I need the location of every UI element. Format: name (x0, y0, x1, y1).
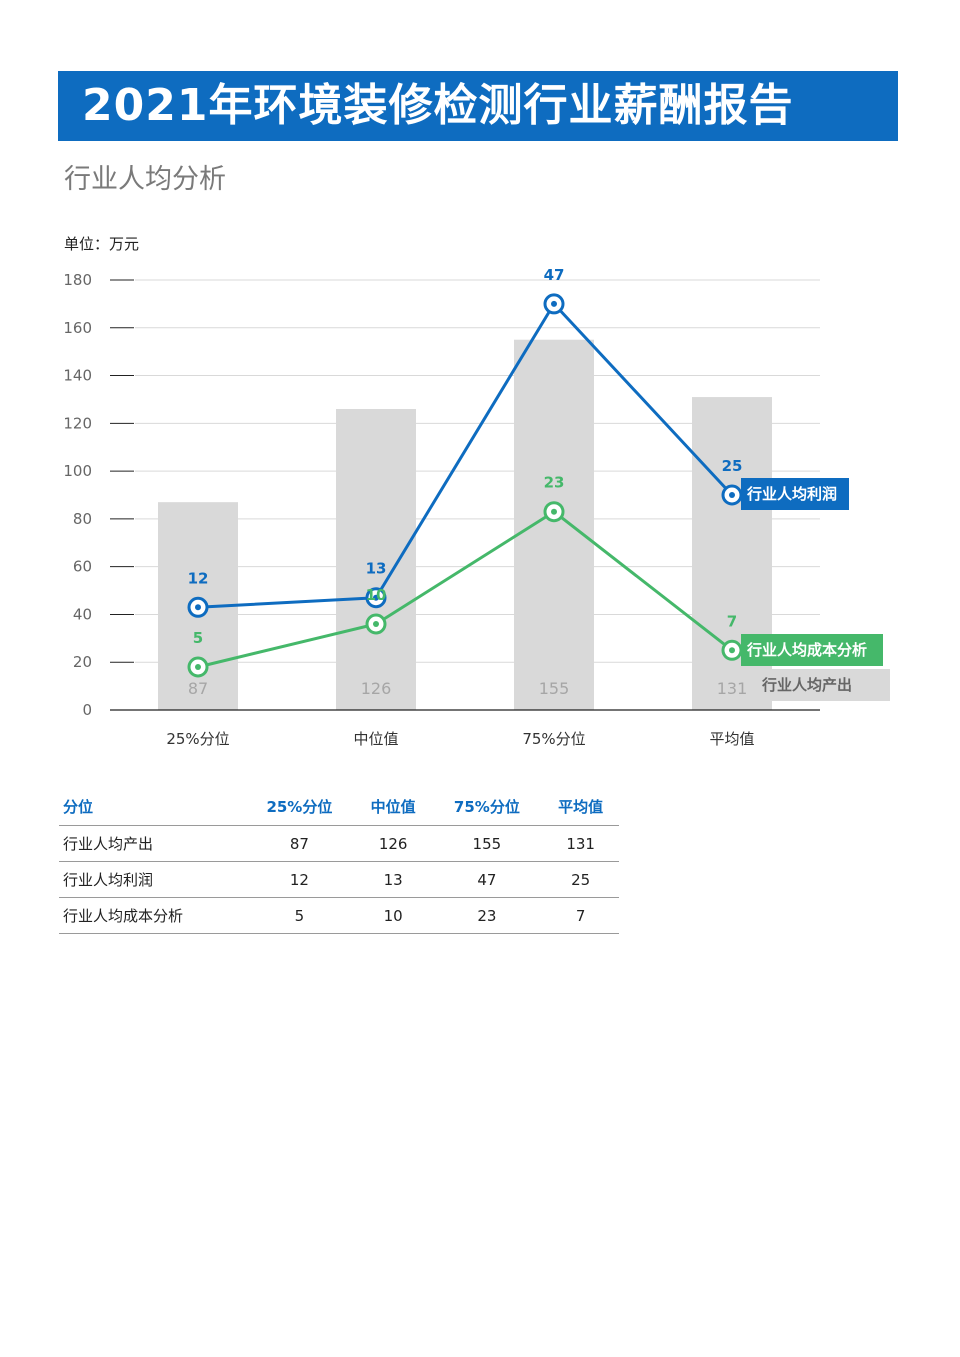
data-point-center (373, 594, 379, 601)
table-row: 行业人均利润 12 13 47 25 (59, 861, 619, 898)
legend-profit-bg (741, 478, 849, 510)
table-row-label: 行业人均产出 (59, 825, 244, 862)
table-cell: 25 (542, 861, 619, 898)
series-line (197, 510, 733, 669)
table-cell: 87 (244, 825, 355, 862)
table-cell: 7 (542, 897, 619, 934)
unit-label: 单位：万元 (64, 235, 140, 253)
x-tick-label: 25%分位 (166, 730, 229, 748)
title-banner: 2021年环境装修检测行业薪酬报告 (58, 71, 898, 141)
y-tick-label: 100 (63, 462, 92, 480)
table-cell: 5 (244, 897, 355, 934)
y-tick-label: 160 (63, 319, 92, 337)
table-cell: 10 (354, 897, 432, 934)
data-label: 25 (722, 457, 743, 475)
data-table: 分位 25%分位 中位值 75%分位 平均值 行业人均产出 87 126 155… (59, 787, 619, 934)
bar-value-label: 131 (717, 679, 748, 698)
bar-value-label: 155 (539, 679, 570, 698)
legend-profit: 行业人均利润 (746, 485, 837, 503)
y-tick-label: 120 (63, 414, 92, 432)
table-row-label: 行业人均成本分析 (59, 897, 244, 934)
table-row: 行业人均产出 87 126 155 131 (59, 825, 619, 862)
bar (336, 409, 416, 710)
x-tick-label: 平均值 (709, 730, 754, 748)
y-tick-label: 180 (63, 271, 92, 289)
bar (514, 339, 594, 710)
x-tick-label: 75%分位 (522, 730, 585, 748)
report-title: 2021年环境装修检测行业薪酬报告 (82, 80, 794, 131)
data-point-center (551, 300, 557, 307)
table-cell: 131 (542, 825, 619, 862)
data-label: 10 (366, 586, 387, 604)
table-row: 行业人均成本分析 5 10 23 7 (59, 897, 619, 934)
table-row-label: 行业人均利润 (59, 861, 244, 898)
data-point-center (195, 664, 201, 670)
data-point-center (373, 621, 379, 627)
legend-output: 行业人均产出 (761, 676, 852, 694)
data-point-center (729, 492, 735, 498)
table-header-row: 分位 25%分位 中位值 75%分位 平均值 (59, 787, 619, 826)
table-header-cell: 25%分位 (244, 787, 355, 826)
y-tick-label: 40 (73, 605, 92, 623)
bar-value-label: 87 (188, 679, 208, 698)
table-header-cell: 75%分位 (431, 787, 543, 826)
data-label: 23 (544, 474, 565, 492)
y-tick-label: 0 (82, 701, 92, 719)
table-header-cell: 分位 (59, 787, 244, 826)
combo-chart: 0 20 40 60 80 100 120 140 160 180 87 126 155 131 25%分位… (63, 266, 890, 748)
section-title: 行业人均分析 (64, 164, 226, 195)
table-cell: 12 (244, 861, 355, 898)
table-cell: 47 (431, 861, 543, 898)
data-label: 47 (544, 266, 565, 284)
data-label: 5 (193, 629, 203, 647)
y-tick-label: 80 (73, 510, 92, 528)
table-header-cell: 中位值 (354, 787, 432, 826)
y-tick-label: 140 (63, 367, 92, 385)
data-label: 12 (188, 569, 209, 587)
legend-cost: 行业人均成本分析 (746, 641, 867, 659)
data-label: 7 (727, 612, 737, 630)
bar-value-label: 126 (361, 679, 392, 698)
data-point-center (551, 508, 557, 515)
table-header-cell: 平均值 (542, 787, 619, 826)
table-cell: 155 (431, 825, 543, 862)
series-line (197, 302, 734, 609)
table-cell: 13 (354, 861, 432, 898)
legend-cost-bg (741, 634, 883, 666)
x-tick-label: 中位值 (353, 730, 398, 748)
y-tick-label: 20 (73, 653, 92, 671)
table-cell: 23 (431, 897, 543, 934)
legend-output-bg (756, 669, 890, 701)
data-point-center (195, 604, 201, 611)
data-label: 13 (366, 560, 387, 578)
y-tick-label: 60 (73, 558, 92, 576)
table-cell: 126 (354, 825, 432, 862)
data-point-center (729, 647, 735, 654)
